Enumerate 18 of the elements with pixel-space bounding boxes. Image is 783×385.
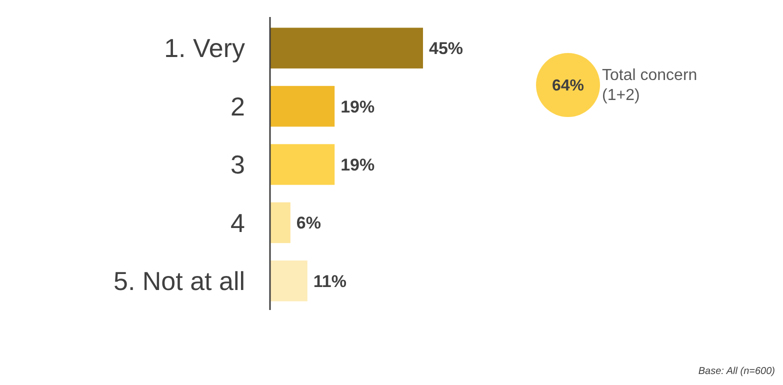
y-tick-label: 2 <box>230 91 245 122</box>
text: 64% <box>552 78 584 95</box>
data-label: 19% <box>340 155 375 174</box>
data-label: 45% <box>429 39 464 58</box>
data-label: 19% <box>340 97 375 116</box>
bar <box>270 260 308 302</box>
data-label: 6% <box>296 214 321 233</box>
y-tick-label: 1. Very <box>164 33 245 64</box>
bar <box>270 86 335 127</box>
y-tick-label: 3 <box>230 150 245 180</box>
bar <box>270 202 290 244</box>
text: Total concern (1+2) <box>602 67 698 104</box>
text: Base: All (n=600) <box>698 366 775 377</box>
data-label: 11% <box>313 272 346 291</box>
y-tick-label: 4 <box>230 208 245 238</box>
y-tick-label: 5. Not at all <box>113 266 245 296</box>
bar <box>270 28 423 68</box>
bar <box>270 144 335 185</box>
